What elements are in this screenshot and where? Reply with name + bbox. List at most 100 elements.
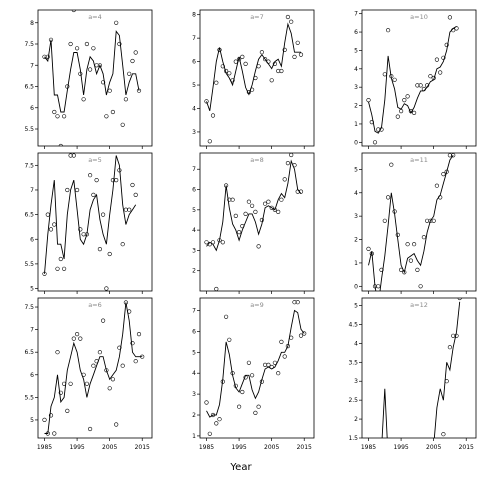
data-point xyxy=(210,240,216,245)
y-tick-label: 3 xyxy=(354,378,358,385)
data-point xyxy=(127,71,132,76)
y-tick-label: 5 xyxy=(354,47,358,54)
data-point xyxy=(240,54,245,60)
data-point xyxy=(65,408,70,414)
panel-a-4: a=4 5.5 6 6.5 7 7.5 8 xyxy=(24,9,153,149)
data-point xyxy=(386,195,391,200)
y-tick-label: 5.5 xyxy=(24,126,34,133)
data-point xyxy=(279,68,284,74)
x-tick-label: 1995 xyxy=(231,444,246,451)
y-tick-label: 6 xyxy=(192,187,196,194)
data-point xyxy=(130,182,135,188)
panel-title: a=6 xyxy=(88,301,102,309)
data-point xyxy=(253,209,258,214)
y-tick-label: 6 xyxy=(354,29,358,36)
y-tick-label: 5 xyxy=(30,286,34,293)
data-point xyxy=(97,350,102,355)
data-point xyxy=(276,68,281,74)
data-point xyxy=(224,314,229,319)
data-point xyxy=(444,379,449,384)
data-point xyxy=(405,94,410,99)
data-point xyxy=(369,251,374,256)
data-point xyxy=(243,61,248,67)
data-point xyxy=(91,192,96,197)
data-point xyxy=(289,19,294,24)
data-point xyxy=(84,381,89,386)
y-tick-label: 5 xyxy=(354,303,358,310)
data-point xyxy=(256,244,261,249)
x-tick-label: 1995 xyxy=(393,444,408,451)
data-point xyxy=(107,251,112,257)
smooth-line xyxy=(368,155,454,291)
data-point xyxy=(285,14,291,20)
data-point xyxy=(402,97,407,103)
panel-title: a=9 xyxy=(250,301,264,309)
smooth-line xyxy=(206,159,302,252)
data-point xyxy=(246,360,251,365)
x-tick-label: 2005 xyxy=(264,444,279,451)
data-point xyxy=(451,28,456,33)
data-point xyxy=(395,232,400,237)
data-point xyxy=(210,113,216,118)
data-point xyxy=(421,86,427,92)
data-point xyxy=(289,153,294,158)
y-tick-label: 4 xyxy=(354,190,358,197)
data-point xyxy=(58,390,63,395)
x-tick-label: 1985 xyxy=(37,444,52,451)
data-point xyxy=(237,404,242,409)
x-tick-label: 1985 xyxy=(199,444,214,451)
data-point xyxy=(369,119,374,125)
data-point xyxy=(438,195,443,200)
data-point xyxy=(110,377,115,382)
data-point xyxy=(441,172,446,177)
y-tick-label: 3 xyxy=(354,84,358,91)
data-point xyxy=(107,386,112,391)
data-point xyxy=(250,87,255,92)
data-point xyxy=(210,412,216,418)
data-point xyxy=(100,318,106,323)
data-point xyxy=(434,57,440,62)
y-tick-label: 2 xyxy=(354,103,358,110)
data-point xyxy=(447,15,453,20)
data-point xyxy=(447,345,453,350)
data-point xyxy=(207,242,212,247)
y-tick-label: 7.5 xyxy=(24,41,34,48)
data-point xyxy=(428,74,433,79)
data-point xyxy=(444,169,449,174)
y-tick-label: 7.5 xyxy=(24,162,34,169)
data-point xyxy=(58,256,63,262)
y-tick-label: 6.5 xyxy=(24,212,34,219)
data-point xyxy=(214,421,219,426)
data-point xyxy=(379,127,384,132)
data-point xyxy=(45,54,50,59)
y-tick-label: 5 xyxy=(192,349,196,356)
data-point xyxy=(52,222,57,227)
y-tick-label: 6.5 xyxy=(24,349,34,356)
panel-title: a=7 xyxy=(250,13,264,21)
data-point xyxy=(74,46,80,51)
smooth-line xyxy=(381,301,461,438)
data-point xyxy=(48,37,54,42)
y-tick-label: 3.5 xyxy=(348,359,358,366)
panel-title: a=10 xyxy=(410,13,428,21)
data-point xyxy=(74,332,80,337)
data-point xyxy=(104,114,109,119)
data-point xyxy=(68,153,73,158)
data-point xyxy=(269,78,274,83)
data-point xyxy=(107,88,112,93)
data-point xyxy=(224,68,229,74)
data-point xyxy=(100,80,106,85)
y-tick-label: 2 xyxy=(192,412,196,419)
data-point xyxy=(259,217,265,223)
data-point xyxy=(140,354,145,359)
panel-a-9: a=9 1 2 3 4 5 6 7 1985 1995 2005 2015 xyxy=(192,297,315,451)
y-tick-label: 2 xyxy=(354,416,358,423)
data-point xyxy=(379,267,384,273)
data-point xyxy=(395,114,400,119)
data-point xyxy=(246,89,251,95)
data-point xyxy=(233,213,238,218)
data-point xyxy=(451,333,456,338)
data-point xyxy=(55,350,60,355)
data-point xyxy=(214,286,219,291)
